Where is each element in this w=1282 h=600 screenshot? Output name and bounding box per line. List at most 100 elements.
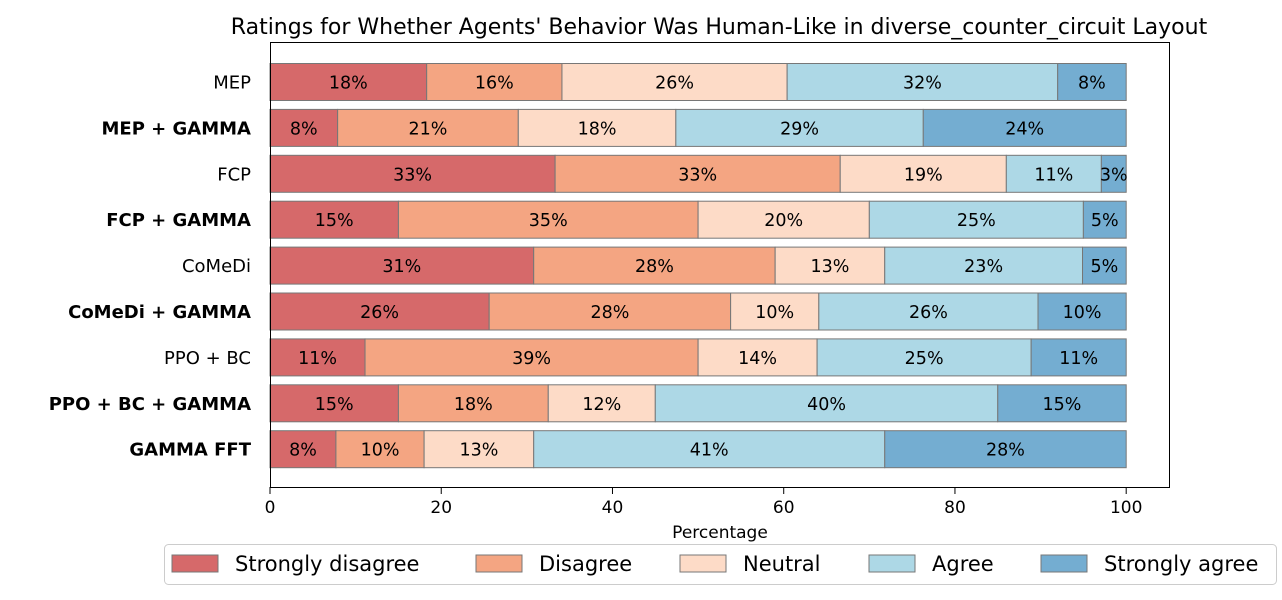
data-label-comedi-strongly-agree: 5% <box>1090 257 1118 277</box>
legend-item-agree: Agree <box>868 552 994 576</box>
bar-comedi-gamma-neutral <box>730 292 820 331</box>
category-label-ppo-bc: PPO + BC <box>164 348 251 369</box>
data-label-fcp-strongly-disagree: 33% <box>393 165 432 185</box>
legend-label-neutral: Neutral <box>743 552 821 576</box>
data-label-gamma-fft-agree: 41% <box>690 441 729 461</box>
data-label-comedi-agree: 23% <box>964 257 1003 277</box>
bar-mep-gamma-disagree <box>337 108 519 147</box>
data-label-ppo-bc-agree: 25% <box>905 349 944 369</box>
data-label-comedi-disagree: 28% <box>635 257 674 277</box>
bar-mep-gamma-strongly-agree <box>922 108 1127 147</box>
x-axis-label: Percentage <box>672 523 768 543</box>
data-label-fcp-gamma-disagree: 35% <box>529 211 568 231</box>
bar-gamma-fft-strongly-disagree <box>269 430 337 469</box>
legend-swatch-agree <box>868 554 916 573</box>
bar-mep-neutral <box>561 63 788 101</box>
bar-fcp-disagree <box>554 154 841 193</box>
legend: Strongly disagree Disagree Neutral Agree Str… <box>171 552 1258 576</box>
data-label-gamma-fft-neutral: 13% <box>459 441 498 461</box>
data-label-comedi-strongly-disagree: 31% <box>382 257 421 277</box>
legend-item-strongly-agree: Strongly agree <box>1040 552 1258 576</box>
bar-comedi-gamma-strongly-agree <box>1037 292 1127 331</box>
bar-comedi-strongly-agree <box>1082 246 1127 285</box>
legend-label-agree: Agree <box>932 552 994 576</box>
data-label-mep-agree: 32% <box>903 74 942 94</box>
bar-fcp-strongly-agree <box>1100 154 1127 193</box>
category-labels: MEP MEP + GAMMA FCP FCP + GAMMA CoMeDi CoMeDi… <box>49 73 252 461</box>
bar-ppo-bc-agree <box>816 338 1032 377</box>
data-label-mep-disagree: 16% <box>475 74 514 94</box>
bar-ppo-bc-gamma-agree <box>654 384 999 423</box>
bar-mep-disagree <box>426 63 563 101</box>
data-label-ppo-bc-gamma-agree: 40% <box>807 395 846 415</box>
legend-item-disagree: Disagree <box>475 552 632 576</box>
x-axis: 0 20 40 60 80 100 <box>265 487 1142 518</box>
x-tick-label-60: 60 <box>773 498 795 518</box>
data-label-gamma-fft-strongly-disagree: 8% <box>289 441 317 461</box>
data-label-fcp-disagree: 33% <box>678 165 717 185</box>
bar-comedi-gamma-agree <box>818 292 1039 331</box>
bar-fcp-agree <box>1005 154 1102 193</box>
x-tick-label-20: 20 <box>430 498 452 518</box>
data-label-ppo-bc-gamma-disagree: 18% <box>454 395 493 415</box>
data-label-comedi-neutral: 13% <box>810 257 849 277</box>
data-label-ppo-bc-strongly-agree: 11% <box>1059 349 1098 369</box>
data-label-ppo-bc-strongly-disagree: 11% <box>298 349 337 369</box>
bar-gamma-fft-strongly-agree <box>884 430 1127 469</box>
bar-mep-gamma-neutral <box>517 108 677 147</box>
bar-ppo-bc-gamma-strongly-agree <box>997 384 1127 423</box>
legend-label-disagree: Disagree <box>539 552 632 576</box>
legend-swatch-neutral <box>679 554 727 573</box>
category-label-comedi: CoMeDi <box>182 256 251 277</box>
x-tick-label-100: 100 <box>1110 498 1142 518</box>
bar-fcp-gamma-agree <box>868 200 1084 239</box>
category-label-ppo-bc-gamma: PPO + BC + GAMMA <box>49 394 251 415</box>
data-label-ppo-bc-gamma-neutral: 12% <box>582 395 621 415</box>
category-label-fcp: FCP <box>217 164 251 185</box>
x-tick-label-80: 80 <box>944 498 966 518</box>
legend-swatch-disagree <box>475 554 523 573</box>
data-label-mep-gamma-strongly-disagree: 8% <box>290 119 318 139</box>
category-label-fcp-gamma: FCP + GAMMA <box>106 210 251 231</box>
bar-ppo-bc-gamma-disagree <box>397 384 549 423</box>
data-label-mep-strongly-agree: 8% <box>1078 74 1106 94</box>
data-label-comedi-gamma-neutral: 10% <box>755 303 794 323</box>
x-tick-label-40: 40 <box>602 498 624 518</box>
data-label-mep-gamma-strongly-agree: 24% <box>1005 119 1044 139</box>
data-label-gamma-fft-disagree: 10% <box>361 441 400 461</box>
bar-mep-strongly-agree <box>1057 63 1127 101</box>
data-label-comedi-gamma-strongly-disagree: 26% <box>360 303 399 323</box>
data-label-comedi-gamma-strongly-agree: 10% <box>1063 303 1102 323</box>
bars-layer <box>269 63 1127 469</box>
bar-mep-agree <box>786 63 1059 101</box>
data-label-ppo-bc-gamma-strongly-disagree: 15% <box>315 395 354 415</box>
x-tick-label-0: 0 <box>265 498 276 518</box>
data-label-mep-gamma-disagree: 21% <box>409 119 448 139</box>
bar-fcp-gamma-disagree <box>397 200 699 239</box>
bar-comedi-gamma-disagree <box>488 292 732 331</box>
data-label-ppo-bc-gamma-strongly-agree: 15% <box>1043 395 1082 415</box>
data-labels-layer: 18% 16% 26% 32% 8% 8% 21% 18% 29% 24% 33% 33% 19% 11%… <box>289 74 1128 461</box>
bar-ppo-bc-strongly-agree <box>1030 338 1127 377</box>
bar-mep-gamma-agree <box>675 108 924 147</box>
data-label-ppo-bc-disagree: 39% <box>512 349 551 369</box>
data-label-mep-gamma-agree: 29% <box>780 119 819 139</box>
data-label-fcp-gamma-agree: 25% <box>957 211 996 231</box>
bar-fcp-neutral <box>839 154 1007 193</box>
bar-fcp-gamma-strongly-agree <box>1082 200 1127 239</box>
data-label-mep-gamma-neutral: 18% <box>578 119 617 139</box>
bar-mep-strongly-disagree <box>269 63 428 101</box>
bar-ppo-bc-gamma-neutral <box>547 384 656 423</box>
category-label-mep-gamma: MEP + GAMMA <box>102 118 252 139</box>
legend-label-strongly-disagree: Strongly disagree <box>235 552 419 576</box>
category-label-mep: MEP <box>213 73 251 94</box>
chart-title: Ratings for Whether Agents' Behavior Was… <box>231 15 1208 40</box>
legend-swatch-strongly-agree <box>1040 554 1088 573</box>
bar-fcp-gamma-neutral <box>697 200 870 239</box>
bar-comedi-disagree <box>533 246 776 285</box>
data-label-fcp-neutral: 19% <box>904 165 943 185</box>
plot-area-frame <box>270 42 1170 488</box>
data-label-fcp-gamma-neutral: 20% <box>764 211 803 231</box>
data-label-comedi-gamma-agree: 26% <box>909 303 948 323</box>
